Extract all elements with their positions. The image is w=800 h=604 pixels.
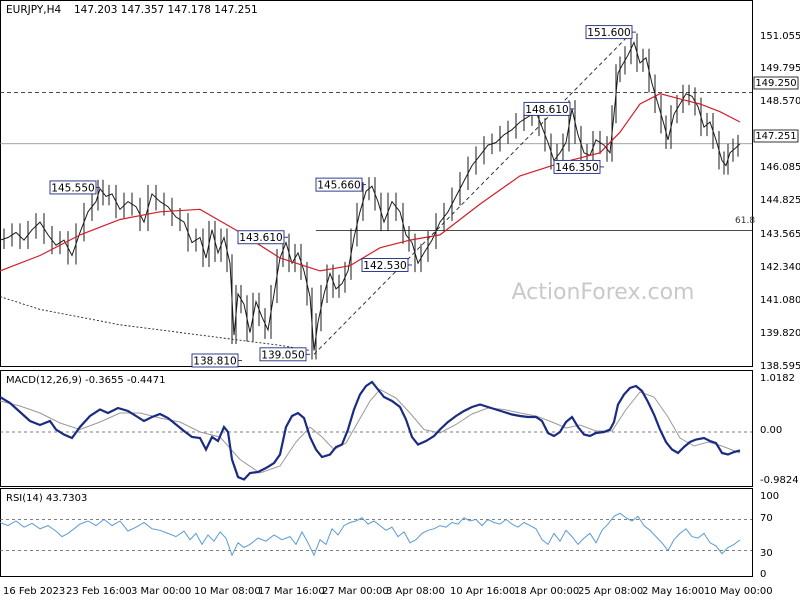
rsi-y-axis: 100 70 30 0	[760, 491, 779, 580]
fib-level-label: 61.8	[735, 216, 755, 226]
price-label: 145.550	[49, 180, 100, 194]
macd-y-axis: 1.0182 0.00 -0.9824	[760, 373, 799, 486]
price-label: 142.530	[361, 258, 412, 272]
time-tick-label: 10 Mar 08:00	[194, 586, 261, 597]
current-price-text: 147.251	[755, 131, 796, 142]
rsi-tick-label: 0	[760, 569, 766, 580]
rsi-tick-label: 100	[760, 491, 779, 502]
time-tick-label: 18 Apr 00:00	[514, 586, 579, 597]
level-box-text: 149.250	[755, 78, 796, 89]
price-tick-label: 151.055	[760, 31, 800, 42]
macd-panel-frame	[0, 370, 753, 487]
time-tick-label: 3 Mar 00:00	[131, 586, 191, 597]
price-panel-frame	[0, 0, 753, 367]
watermark: ActionForex.com	[512, 280, 695, 305]
time-tick-label: 3 Apr 08:00	[386, 586, 445, 597]
price-label-text: 139.050	[261, 349, 304, 361]
time-tick-label: 17 Mar 16:00	[258, 586, 325, 597]
price-label: 143.610	[237, 230, 288, 244]
price-label-text: 145.550	[51, 182, 94, 194]
price-layer: 145.550 143.610 138.810 139.050 145.660 142.5…	[0, 25, 752, 367]
trend-line	[313, 31, 633, 355]
price-label: 138.810	[191, 353, 242, 367]
rsi-tick-label: 70	[760, 513, 773, 524]
price-label: 148.610	[523, 101, 574, 116]
price-label: 151.600	[585, 25, 636, 39]
price-tick-label: 143.565	[760, 229, 800, 240]
price-label-text: 143.610	[239, 232, 282, 244]
price-tick-label: 148.570	[760, 96, 800, 107]
macd-tick-label: 1.0182	[760, 373, 795, 384]
price-tick-label: 144.825	[760, 195, 800, 206]
rsi-line	[0, 512, 741, 557]
price-tick-label: 142.340	[760, 262, 800, 273]
price-label-text: 151.600	[587, 27, 630, 39]
price-label: 146.350	[553, 159, 604, 174]
current-price-box: 147.251	[753, 129, 799, 143]
macd-tick-label: -0.9824	[760, 475, 799, 486]
price-tick-label: 139.820	[760, 328, 800, 339]
time-x-axis: 16 Feb 2023 23 Feb 16:00 3 Mar 00:00 10 …	[3, 586, 773, 597]
macd-title: MACD(12,26,9) -0.3655 -0.4471	[6, 375, 166, 386]
header-title: EURJPY,H4	[6, 4, 61, 16]
level-box-149250: 149.250	[753, 76, 799, 90]
macd-line	[0, 380, 741, 481]
price-label: 145.660	[315, 177, 366, 192]
time-tick-label: 27 Mar 00:00	[322, 586, 389, 597]
time-tick-label: 2 May 16:00	[642, 586, 704, 597]
price-line	[0, 40, 741, 351]
price-tick-label: 141.080	[760, 295, 800, 306]
price-label-text: 146.350	[555, 162, 598, 174]
ma-fast-line	[0, 93, 741, 272]
time-tick-label: 10 Apr 16:00	[450, 586, 515, 597]
price-label-text: 145.660	[317, 180, 360, 192]
time-tick-label: 16 Feb 2023	[3, 586, 65, 597]
price-tick-label: 138.595	[760, 361, 800, 372]
time-tick-label: 23 Feb 16:00	[66, 586, 132, 597]
rsi-title: RSI(14) 43.7303	[6, 493, 87, 504]
price-y-axis: 151.055 149.795 148.570 146.085 144.825 …	[760, 31, 800, 372]
ma-slow-line	[0, 296, 311, 351]
rsi-panel-frame	[0, 488, 753, 577]
header-ohlc: 147.203 147.357 147.178 147.251	[74, 4, 258, 16]
price-label: 139.050	[259, 347, 310, 361]
price-label-text: 148.610	[525, 104, 568, 116]
macd-layer	[0, 380, 752, 481]
rsi-tick-label: 30	[760, 548, 773, 559]
price-tick-label: 149.795	[760, 63, 800, 74]
time-tick-label: 10 May 00:00	[704, 586, 773, 597]
price-label-text: 138.810	[193, 355, 236, 367]
price-label-text: 142.530	[363, 260, 406, 272]
price-tick-label: 146.085	[760, 162, 800, 173]
macd-tick-label: 0.00	[760, 425, 782, 436]
rsi-layer	[0, 512, 752, 557]
macd-signal-line	[0, 388, 741, 474]
time-tick-label: 25 Apr 08:00	[578, 586, 643, 597]
